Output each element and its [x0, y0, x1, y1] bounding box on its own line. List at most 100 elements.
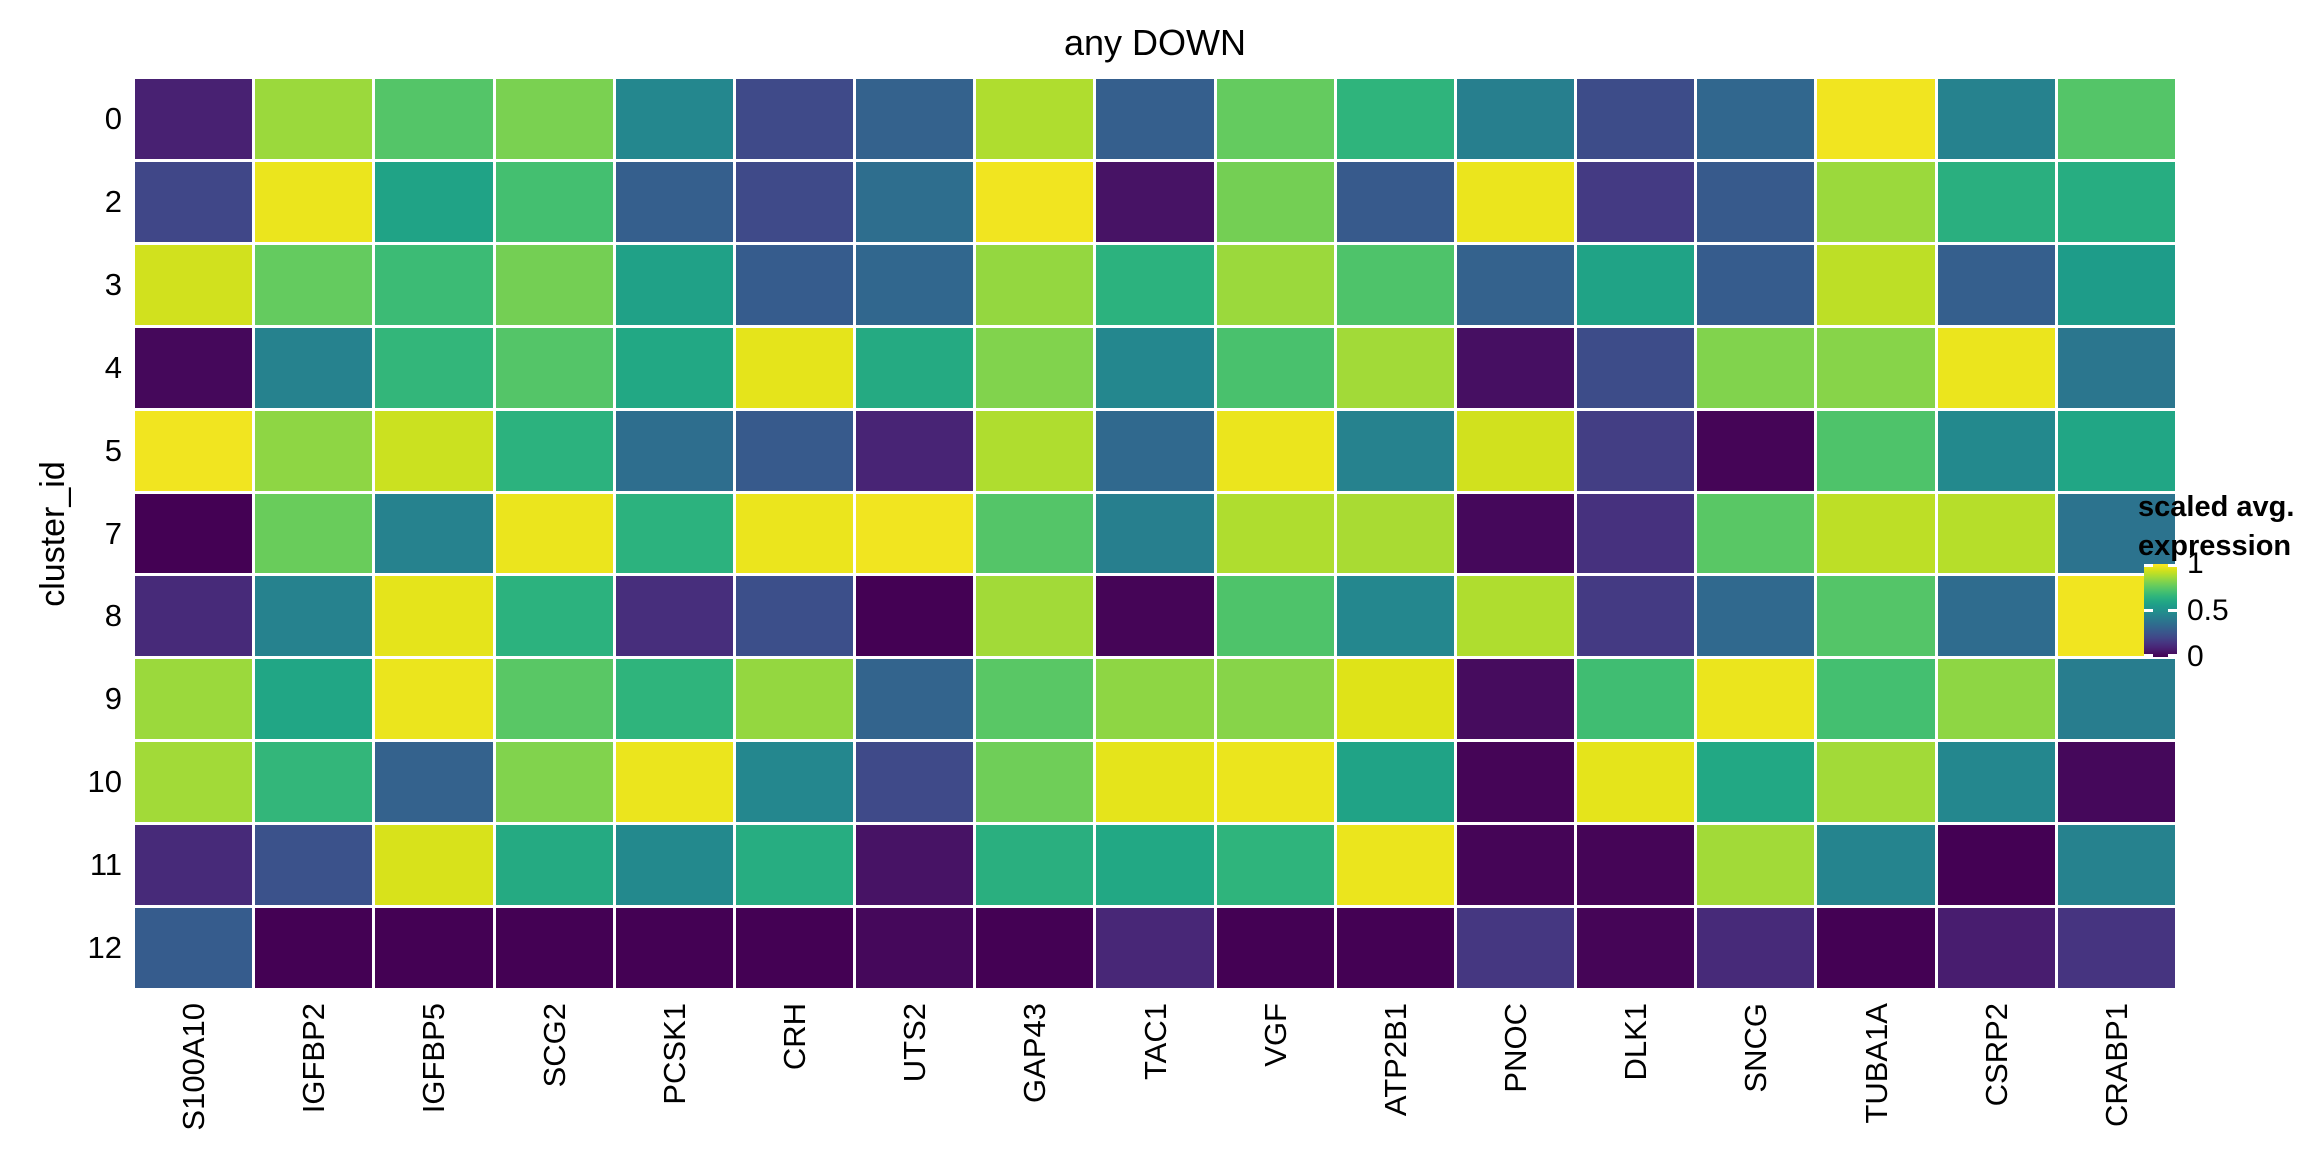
heatmap-cell	[135, 79, 253, 159]
legend-tick-mark	[2168, 654, 2177, 657]
heatmap-cell	[495, 161, 613, 242]
heatmap-cell	[976, 659, 1094, 740]
heatmap-cell	[856, 659, 974, 740]
heatmap-cell	[1817, 825, 1935, 906]
heatmap-cell	[135, 659, 253, 740]
heatmap-cell	[735, 161, 854, 242]
heatmap-cell	[1336, 79, 1454, 159]
heatmap-cell	[1577, 493, 1695, 574]
heatmap-cell	[1577, 79, 1695, 159]
x-tick-label: TAC1	[1137, 1003, 1173, 1080]
heatmap-cell	[2057, 410, 2175, 491]
heatmap-cell	[1697, 742, 1815, 823]
heatmap-cell	[495, 79, 613, 159]
heatmap-cell	[1456, 327, 1575, 408]
y-tick-label: 3	[104, 266, 122, 302]
heatmap-cell	[135, 327, 253, 408]
heatmap-cell	[735, 410, 854, 491]
legend-tick-mark	[2144, 654, 2153, 657]
heatmap-cell	[255, 327, 373, 408]
heatmap-cell	[1096, 742, 1214, 823]
heatmap-cell	[1697, 244, 1815, 325]
y-tick-label: 7	[104, 515, 122, 551]
heatmap-cell	[375, 327, 493, 408]
heatmap-cell	[1336, 410, 1454, 491]
heatmap-cell	[856, 825, 974, 906]
y-axis-title: cluster_id	[34, 461, 72, 607]
heatmap-cell	[615, 908, 733, 988]
heatmap-cell	[375, 493, 493, 574]
heatmap-cell	[1937, 161, 2055, 242]
heatmap-cell	[1817, 908, 1935, 988]
heatmap-cell	[135, 410, 253, 491]
heatmap-cell	[1216, 410, 1334, 491]
heatmap-cell	[1577, 742, 1695, 823]
heatmap-cell	[375, 659, 493, 740]
heatmap-cell	[1456, 742, 1575, 823]
heatmap-cell	[615, 79, 733, 159]
x-tick-label: DLK1	[1618, 1003, 1654, 1081]
x-tick-label: GAP43	[1017, 1003, 1053, 1103]
heatmap-cell	[375, 908, 493, 988]
x-tick-label: PCSK1	[656, 1003, 692, 1105]
heatmap-cell	[735, 244, 854, 325]
heatmap-cell	[495, 327, 613, 408]
heatmap-cell	[1577, 327, 1695, 408]
heatmap-cell	[2057, 79, 2175, 159]
heatmap-cell	[375, 825, 493, 906]
heatmap-cell	[735, 825, 854, 906]
heatmap-cell	[976, 908, 1094, 988]
heatmap-cell	[375, 161, 493, 242]
legend-title-line1: scaled avg.	[2138, 491, 2295, 523]
heatmap-cell	[1096, 410, 1214, 491]
heatmap-cell	[1336, 825, 1454, 906]
x-tick-label: SCG2	[536, 1003, 572, 1088]
heatmap-cell	[495, 410, 613, 491]
heatmap-cell	[375, 576, 493, 657]
heatmap-cell	[255, 576, 373, 657]
heatmap-cell	[1456, 659, 1575, 740]
heatmap-cell	[1456, 493, 1575, 574]
heatmap-cell	[1817, 327, 1935, 408]
heatmap-cell	[735, 576, 854, 657]
heatmap-cell	[1216, 327, 1334, 408]
y-tick-label: 5	[104, 432, 122, 468]
heatmap-cell	[1697, 410, 1815, 491]
heatmap-cell	[615, 244, 733, 325]
plot-title: any DOWN	[1063, 22, 1247, 63]
heatmap-cell	[135, 576, 253, 657]
x-tick-label: CSRP2	[1978, 1003, 2014, 1107]
x-tick-label: SNCG	[1738, 1003, 1774, 1093]
legend: scaled avg. expression 1 0.5 0	[2138, 488, 2304, 673]
heatmap-cell	[495, 576, 613, 657]
heatmap-cell	[1096, 659, 1214, 740]
heatmap-cell	[1697, 79, 1815, 159]
x-tick-label: CRABP1	[2098, 1003, 2134, 1128]
heatmap-cell	[1456, 244, 1575, 325]
heatmap-cell	[1697, 825, 1815, 906]
heatmap-cell	[1096, 908, 1214, 988]
heatmap-cell	[255, 244, 373, 325]
heatmap-cell	[1817, 659, 1935, 740]
heatmap-cell	[1216, 493, 1334, 574]
legend-title: scaled avg. expression	[2138, 488, 2304, 566]
heatmap-cell	[1456, 825, 1575, 906]
heatmap-cell	[1096, 825, 1214, 906]
y-tick-label: 11	[89, 847, 122, 883]
legend-title-line2: expression	[2138, 530, 2292, 562]
heatmap-cell	[1937, 79, 2055, 159]
heatmap-cell	[1096, 161, 1214, 242]
heatmap-cell	[375, 742, 493, 823]
heatmap-cell	[856, 576, 974, 657]
heatmap-cell	[2057, 825, 2175, 906]
heatmap-cell	[1456, 908, 1575, 988]
heatmap-cell	[255, 410, 373, 491]
heatmap-cell	[735, 908, 854, 988]
heatmap-cell	[375, 79, 493, 159]
x-tick-label: VGF	[1257, 1003, 1293, 1067]
heatmap-cell	[976, 742, 1094, 823]
x-tick-label: PNOC	[1498, 1003, 1534, 1093]
heatmap-cell	[1937, 410, 2055, 491]
heatmap-cell	[1216, 742, 1334, 823]
heatmap-cell	[2057, 659, 2175, 740]
